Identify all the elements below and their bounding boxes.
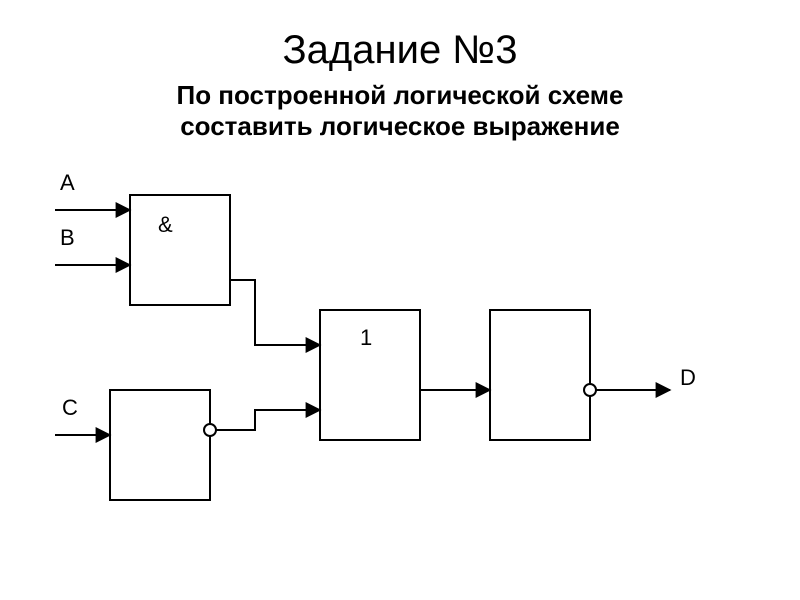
not_gate_out-bubble bbox=[584, 384, 596, 396]
not_gate_c bbox=[110, 390, 210, 500]
input-label-C: C bbox=[62, 395, 78, 420]
and_gate bbox=[130, 195, 230, 305]
input-label-B: B bbox=[60, 225, 75, 250]
logic-diagram: & 1 A B C D bbox=[0, 0, 800, 600]
output-label-D: D bbox=[680, 365, 696, 390]
wire-and_to_or bbox=[230, 280, 320, 345]
not_gate_c-bubble bbox=[204, 424, 216, 436]
input-label-A: A bbox=[60, 170, 75, 195]
wire-notc_to_or bbox=[216, 410, 320, 430]
not_gate_out bbox=[490, 310, 590, 440]
and_gate-label: & bbox=[158, 212, 173, 237]
or_gate-label: 1 bbox=[360, 325, 372, 350]
